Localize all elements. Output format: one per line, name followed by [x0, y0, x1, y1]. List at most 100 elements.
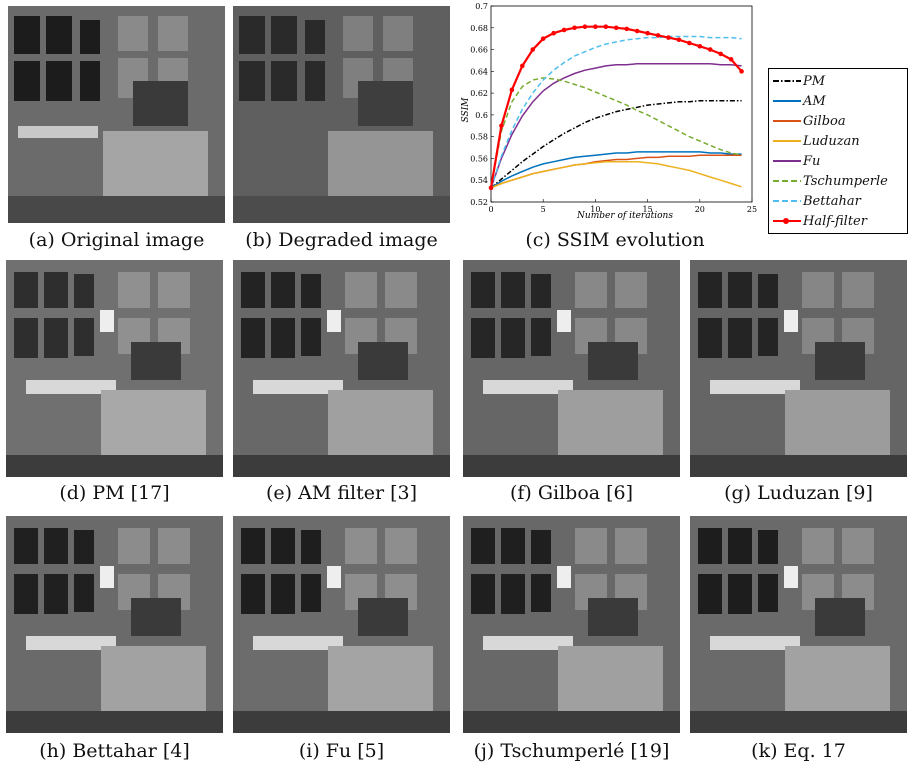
legend-label: AM [803, 93, 826, 109]
half-filter-point [687, 40, 692, 46]
fu-result-scene [233, 516, 450, 733]
half-filter-point [624, 26, 630, 32]
pm-result-scene [6, 260, 223, 477]
y-tick-label: 0.62 [470, 89, 488, 98]
series-line-tschumperle [490, 77, 742, 188]
plot-frame [490, 5, 753, 203]
legend-swatch [773, 80, 801, 82]
gilboa-result-scene [463, 260, 680, 477]
half-filter-point [645, 30, 650, 36]
ssim-evolution-chart: 0 5 10 15 20 25 0.52 0.54 0.56 0.58 0.6 0.62 0.64 0.6… [461, 2, 757, 221]
caption-a: (a) Original image [28, 229, 205, 251]
series-line-fu [490, 62, 742, 189]
office-scene-original [8, 6, 225, 223]
legend-entry: PM [769, 71, 907, 91]
legend-swatch [773, 100, 801, 102]
caption-k: (k) Eq. 17 [751, 740, 846, 762]
tschumperle-result-scene [463, 516, 680, 733]
luduzan-result-image [690, 260, 907, 477]
caption-e: (e) AM filter [3] [266, 482, 417, 504]
legend-label: Gilboa [803, 113, 846, 129]
half-filter-point [728, 57, 734, 62]
bettahar-result-image [6, 516, 223, 733]
x-tick-label: 5 [541, 205, 546, 214]
half-filter-point [499, 123, 504, 129]
eq17-result-image [690, 516, 907, 733]
x-tick-label: 0 [488, 205, 493, 214]
legend-entry: Half-filter [769, 211, 907, 231]
y-tick-label: 0.66 [470, 46, 488, 55]
x-tick-label: 15 [643, 205, 653, 214]
half-filter-point [488, 185, 494, 191]
half-filter-point [666, 35, 671, 40]
half-filter-point [593, 24, 598, 29]
half-filter-point [697, 43, 703, 49]
original-image [8, 6, 225, 223]
caption-g: (g) Luduzan [9] [724, 482, 873, 504]
bettahar-result-scene [6, 516, 223, 733]
caption-i: (i) Fu [5] [298, 740, 385, 762]
am-filter-result-image [233, 260, 450, 477]
series-line-pm [490, 99, 742, 189]
legend-swatch [773, 160, 801, 162]
legend-label: Half-filter [803, 213, 867, 229]
y-tick-label: 0.54 [470, 176, 488, 185]
legend-label: PM [803, 73, 826, 89]
y-tick-label: 0.7 [475, 2, 488, 11]
gilboa-result-image [463, 260, 680, 477]
caption-j: (j) Tschumperlé [19] [473, 740, 670, 762]
series-line-bettahar [490, 35, 742, 189]
x-axis-label: Number of iterations [576, 211, 673, 221]
legend-label: Bettahar [803, 193, 861, 209]
caption-h: (h) Bettahar [4] [39, 740, 190, 762]
caption-d: (d) PM [17] [59, 482, 170, 504]
legend-entry: Fu [769, 151, 907, 171]
fu-result-image [233, 516, 450, 733]
half-filter-point [509, 87, 515, 93]
legend-swatch [773, 200, 801, 202]
am-filter-result-scene [233, 260, 450, 477]
half-filter-point [520, 63, 525, 69]
y-tick-label: 0.52 [470, 198, 488, 207]
pm-result-image [6, 260, 223, 477]
half-filter-point [551, 30, 556, 36]
legend-swatch [773, 218, 801, 224]
half-filter-point [634, 28, 640, 34]
half-filter-point [572, 25, 577, 31]
half-filter-point [707, 47, 713, 52]
office-scene-degraded [233, 6, 450, 223]
chart-legend: PM AM Gilboa Luduzan Fu [768, 68, 908, 234]
y-tick-label: 0.56 [470, 154, 488, 163]
legend-entry: Gilboa [769, 111, 907, 131]
half-filter-point [603, 24, 609, 29]
y-tick-label: 0.6 [475, 111, 488, 120]
x-tick-label: 25 [747, 205, 757, 214]
y-axis-label: SSIM [461, 97, 471, 123]
legend-entry: AM [769, 91, 907, 111]
legend-swatch [773, 180, 801, 182]
series-line-am [490, 151, 742, 189]
y-tick-label: 0.64 [470, 67, 488, 76]
legend-swatch [773, 120, 801, 122]
legend-entry: Tschumperle [769, 171, 907, 191]
legend-entry: Luduzan [769, 131, 907, 151]
x-tick-label: 10 [590, 205, 600, 214]
legend-label: Tschumperle [803, 173, 888, 189]
caption-c: (c) SSIM evolution [525, 229, 705, 251]
legend-swatch [773, 140, 801, 142]
caption-b: (b) Degraded image [245, 229, 438, 251]
legend-entry: Bettahar [769, 191, 907, 211]
legend-label: Fu [803, 153, 821, 169]
half-filter-point [530, 47, 536, 52]
half-filter-point [718, 51, 723, 57]
legend-label: Luduzan [803, 133, 860, 149]
degraded-image [233, 6, 450, 223]
caption-f: (f) Gilboa [6] [509, 482, 634, 504]
half-filter-point [739, 69, 744, 74]
tschumperle-result-image [463, 516, 680, 733]
half-filter-point [613, 25, 619, 31]
y-tick-label: 0.68 [470, 24, 488, 33]
series-line-luduzan [490, 160, 742, 189]
eq17-result-scene [690, 516, 907, 733]
luduzan-result-scene [690, 260, 907, 477]
